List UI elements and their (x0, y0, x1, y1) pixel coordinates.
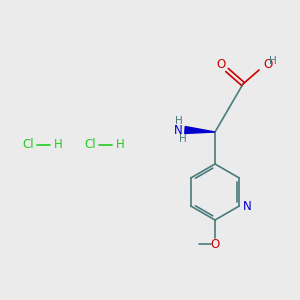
Text: H: H (116, 139, 124, 152)
Text: O: O (216, 58, 226, 71)
Text: H: H (175, 116, 183, 126)
Text: Cl: Cl (22, 139, 34, 152)
Text: O: O (263, 58, 272, 71)
Text: Cl: Cl (84, 139, 96, 152)
Text: H: H (54, 139, 62, 152)
Text: N: N (174, 124, 183, 136)
Text: N: N (243, 200, 252, 212)
Text: O: O (210, 238, 220, 250)
Polygon shape (185, 127, 215, 134)
Text: H: H (269, 56, 277, 66)
Text: H: H (179, 134, 187, 144)
